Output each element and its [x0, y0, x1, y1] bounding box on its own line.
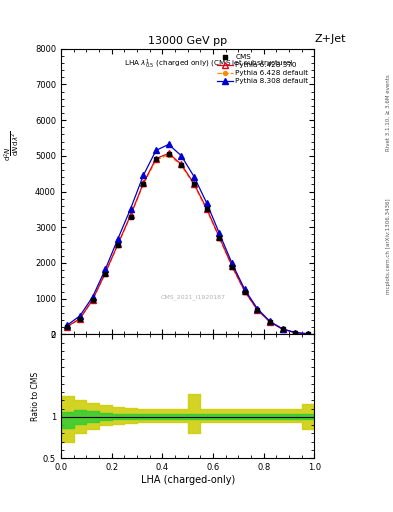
- Text: LHA $\lambda^{1}_{0.5}$ (charged only) (CMS jet substructure): LHA $\lambda^{1}_{0.5}$ (charged only) (…: [124, 57, 294, 71]
- Text: $\overline{\mathrm{d}N\,\mathrm{d}\lambda^2}$: $\overline{\mathrm{d}N\,\mathrm{d}\lambd…: [10, 131, 22, 156]
- X-axis label: LHA (charged-only): LHA (charged-only): [141, 475, 235, 485]
- Text: Z+Jet: Z+Jet: [314, 33, 346, 44]
- Y-axis label: Ratio to CMS: Ratio to CMS: [31, 372, 40, 421]
- Text: mcplots.cern.ch [arXiv:1306.3436]: mcplots.cern.ch [arXiv:1306.3436]: [386, 198, 391, 293]
- Text: $\mathrm{d}^2N$: $\mathrm{d}^2N$: [2, 146, 13, 161]
- Text: Rivet 3.1.10, ≥ 3.6M events: Rivet 3.1.10, ≥ 3.6M events: [386, 74, 391, 151]
- Title: 13000 GeV pp: 13000 GeV pp: [148, 36, 227, 47]
- Text: CMS_2021_I1920187: CMS_2021_I1920187: [160, 294, 225, 300]
- Legend: CMS, Pythia 6.428 370, Pythia 6.428 default, Pythia 8.308 default: CMS, Pythia 6.428 370, Pythia 6.428 defa…: [215, 52, 311, 86]
